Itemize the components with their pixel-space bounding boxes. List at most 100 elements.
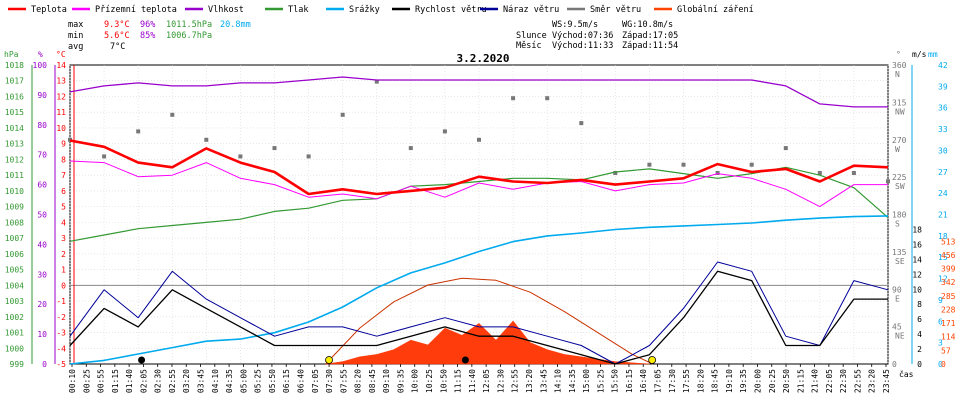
- x-tick-label: 19:35: [739, 369, 748, 393]
- mm-tick: 36: [938, 104, 948, 113]
- pct-axis-tick: 0: [42, 360, 47, 369]
- hpa-axis-tick: 1017: [5, 77, 24, 86]
- legend-label: Náraz větru: [503, 5, 559, 15]
- wind-direction-point: [715, 171, 720, 175]
- degc-axis-tick: 3: [61, 234, 66, 243]
- degc-axis-tick: -5: [56, 360, 66, 369]
- x-tick-label: 18:45: [711, 369, 720, 393]
- legend-label: Přízemní teplota: [95, 5, 177, 15]
- mm-tick: 33: [938, 125, 948, 134]
- direction-tick: 45: [892, 323, 902, 332]
- direction-name: NE: [895, 332, 905, 341]
- stat-avg-temp: 7°C: [110, 42, 125, 52]
- x-tick-label: 05:50: [268, 369, 277, 393]
- x-tick-label: 20:00: [754, 369, 763, 393]
- axes: hPa% °C ° m/s mm1018101710161015101410131012…: [4, 50, 956, 369]
- direction-tick: 0: [892, 360, 897, 369]
- legend: Teplota Přízemní teplota Vlhkost Tlak Srážky…: [8, 5, 754, 15]
- degc-axis-tick: 6: [61, 187, 66, 196]
- stat-min-temp: 5.6°C: [104, 31, 130, 41]
- degc-axis-tick: 8: [61, 155, 66, 164]
- x-tick-label: 08:20: [354, 369, 363, 393]
- hpa-axis-tick: 1001: [5, 329, 24, 338]
- wind-direction-point: [851, 171, 856, 175]
- hpa-axis-tick: 1002: [5, 313, 24, 322]
- pct-axis-tick: 30: [37, 270, 47, 279]
- wind-direction-point: [374, 79, 379, 84]
- direction-name: S: [895, 220, 900, 229]
- legend-label: Globální záření: [677, 5, 754, 15]
- x-tick-label: 22:55: [853, 369, 862, 393]
- degc-axis-tick: 7: [61, 171, 66, 180]
- x-tick-label: 13:20: [525, 369, 534, 393]
- mm-tick: 39: [938, 82, 948, 91]
- wind-direction-point: [681, 162, 686, 167]
- moon-marker: [461, 356, 469, 364]
- direction-name: E: [895, 294, 900, 303]
- sun-moon-info: WS:9.5m/s WG:10.8m/s Slunce Východ:07:36…: [516, 20, 678, 51]
- direction-tick: 90: [892, 285, 902, 294]
- x-tick-label: 01:40: [125, 369, 134, 393]
- x-tick-label: 10:00: [411, 369, 420, 393]
- pressure-line: [69, 166, 889, 242]
- unit-pct: %: [38, 50, 43, 59]
- x-tick-label: 17:30: [668, 369, 677, 393]
- mm-tick: 18: [938, 232, 948, 241]
- x-tick-label: 21:15: [796, 369, 805, 393]
- mm-tick: 24: [938, 189, 948, 198]
- degc-axis-tick: -3: [56, 329, 66, 338]
- hpa-axis-tick: 1016: [5, 92, 24, 101]
- x-tick-label: 02:05: [139, 369, 148, 393]
- x-tick-label: 00:25: [82, 369, 91, 393]
- wind-direction-point: [886, 179, 890, 184]
- stat-min-label: min: [68, 31, 83, 41]
- degc-axis-tick: -2: [56, 313, 66, 322]
- stat-max-label: max: [68, 20, 83, 30]
- wind-direction-point: [272, 146, 277, 151]
- wind-speed-line: [69, 270, 888, 365]
- hpa-axis-tick: 1000: [5, 344, 24, 353]
- legend-label: Srážky: [349, 5, 380, 15]
- wm2-tick: 114: [941, 333, 956, 342]
- wind-direction-point: [442, 129, 447, 134]
- rain-line: [69, 215, 889, 365]
- moon-marker: [138, 356, 146, 364]
- wind-direction-point: [408, 146, 413, 151]
- wind-direction-point: [238, 154, 243, 159]
- unit-mm: mm: [928, 50, 938, 59]
- wind-direction-point: [817, 171, 822, 175]
- wm2-tick: 285: [941, 292, 956, 301]
- degc-axis-tick: 2: [61, 250, 66, 259]
- plot-area: [68, 76, 890, 365]
- mm-tick: 15: [938, 253, 948, 262]
- mm-tick: 21: [938, 211, 948, 220]
- x-tick-label: 07:55: [339, 369, 348, 393]
- x-tick-label: 12:55: [511, 369, 520, 393]
- moon-set: Západ:11:54: [622, 41, 678, 51]
- degc-axis-tick: 13: [56, 77, 66, 86]
- hpa-axis-tick: 1013: [5, 140, 24, 149]
- degc-axis-tick: 10: [56, 124, 66, 133]
- hpa-axis-tick: 999: [10, 360, 25, 369]
- x-tick-label: 20:25: [768, 369, 777, 393]
- temperature-line: [69, 139, 889, 196]
- x-tick-label: 03:20: [182, 369, 191, 393]
- x-tick-label: 10:25: [425, 369, 434, 393]
- ms-tick: 6: [917, 315, 922, 324]
- x-tick-label: 19:10: [725, 369, 734, 393]
- legend-label: Rychlost větru: [415, 5, 487, 15]
- pct-axis-tick: 20: [37, 300, 47, 309]
- legend-label: Teplota: [31, 5, 67, 15]
- ms-tick: 8: [917, 300, 922, 309]
- x-tick-label: 09:35: [397, 369, 406, 393]
- unit-degc: °C: [56, 50, 66, 59]
- x-tick-label: 02:30: [154, 369, 163, 393]
- ws-text: WS:9.5m/s: [552, 20, 598, 30]
- stat-max-hum: 96%: [140, 20, 155, 30]
- x-tick-label: 16:40: [639, 369, 648, 393]
- wg-text: WG:10.8m/s: [622, 20, 673, 30]
- plot-frame: [69, 64, 889, 365]
- pct-axis-tick: 60: [37, 181, 47, 190]
- wm2-tick: 513: [941, 237, 956, 246]
